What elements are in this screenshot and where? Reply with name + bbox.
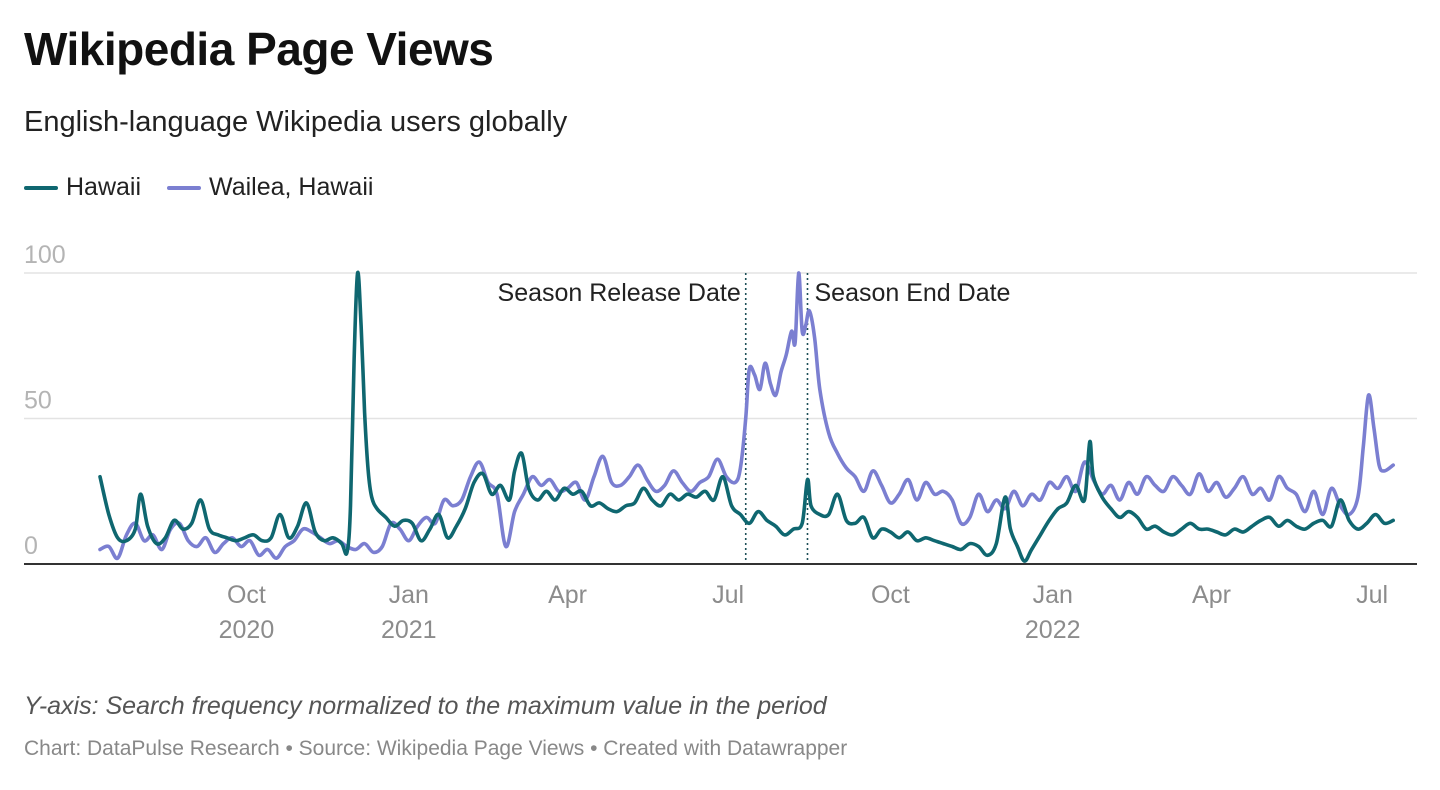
x-tick-label: Jul [1356,581,1388,609]
y-tick-label: 50 [24,387,52,415]
legend-item-wailea: Wailea, Hawaii [167,173,373,202]
x-tick-label: Oct [227,581,266,609]
y-tick-label: 100 [24,241,66,269]
legend-label-wailea: Wailea, Hawaii [209,173,374,201]
annotation-label: Season End Date [814,279,1010,307]
x-tick-label: Apr [548,581,587,609]
x-tick-label: Jan [389,581,429,609]
footer-separator: • [279,737,299,760]
y-axis-note: Y-axis: Search frequency normalized to t… [24,692,827,720]
legend-swatch-wailea [167,185,202,190]
x-tick-label: Apr [1192,581,1231,609]
footer-separator: • [584,737,604,760]
x-tick-year-label: 2020 [219,616,275,644]
legend-item-hawaii: Hawaii [24,173,141,202]
line-chart: 100 50 0 Oct 2020 Jan 2021 Apr Jul Oct Jan 2022 Apr J… [24,241,1417,644]
series-line-hawaii [98,270,1395,563]
series-line-wailea-hawaii [98,271,1395,561]
x-tick-year-label: 2021 [381,616,437,644]
footer-tool: Created with Datawrapper [603,737,848,760]
x-tick-label: Jan [1033,581,1073,609]
footer-source: Source: Wikipedia Page Views [298,737,585,760]
x-tick-label: Jul [712,581,744,609]
footer-credit: Chart: DataPulse Research [24,737,280,760]
chart-title: Wikipedia Page Views [24,23,494,75]
annotation-label: Season Release Date [498,279,741,307]
legend-swatch-hawaii [24,185,58,190]
x-tick-year-label: 2022 [1025,616,1081,644]
chart-subtitle: English-language Wikipedia users globall… [24,106,568,138]
chart-footer: Chart: DataPulse Research • Source: Wiki… [24,737,847,761]
legend-label-hawaii: Hawaii [66,173,142,201]
legend: Hawaii Wailea, Hawaii [24,173,399,202]
y-tick-label: 0 [24,532,38,560]
x-tick-label: Oct [871,581,910,609]
